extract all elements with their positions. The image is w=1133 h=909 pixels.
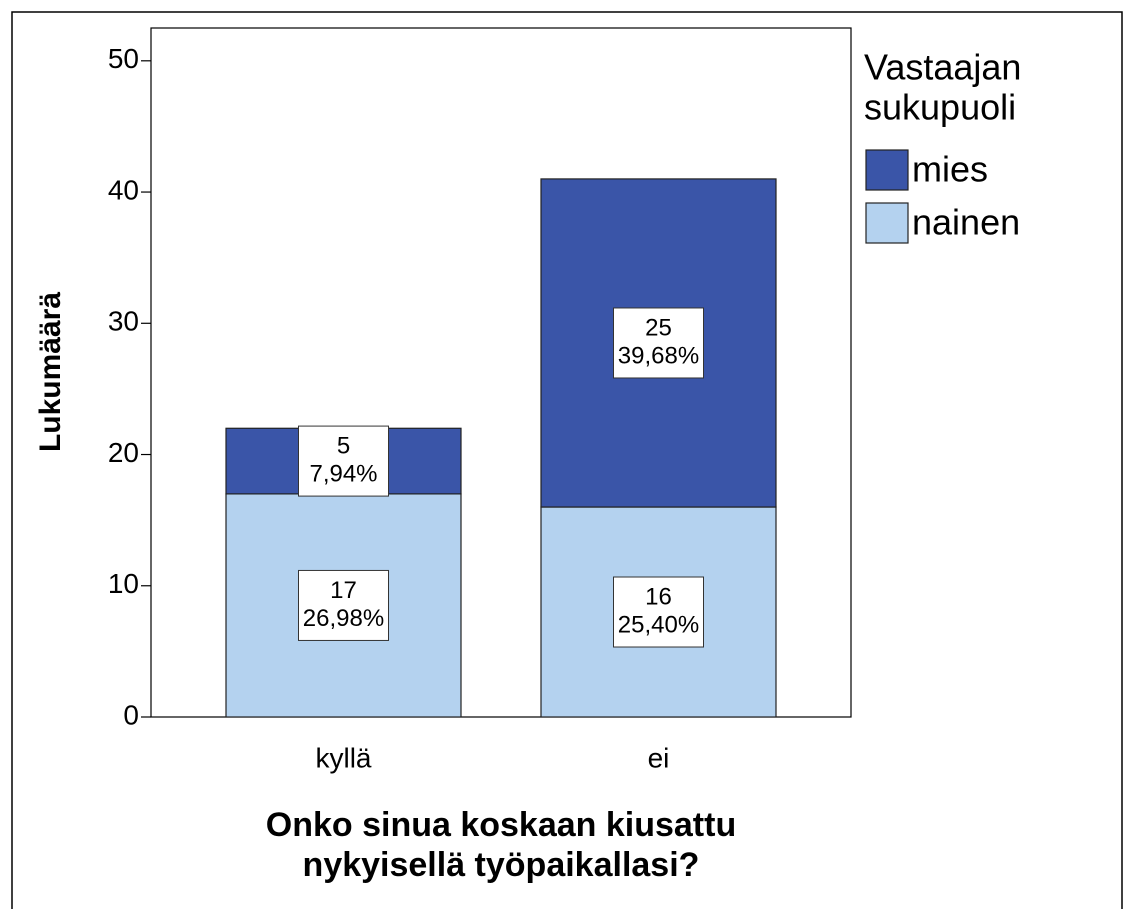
y-tick-label: 50 (108, 43, 139, 74)
y-axis-label: Lukumäärä (34, 292, 67, 452)
legend-swatch (865, 202, 909, 244)
y-tick-label: 30 (108, 306, 139, 337)
data-label: 39,68% (618, 342, 699, 369)
y-tick-label: 10 (108, 568, 139, 599)
legend-title: sukupuoli (864, 87, 1016, 128)
y-tick-label: 40 (108, 174, 139, 205)
legend-swatch (865, 149, 909, 191)
data-label-box (298, 569, 389, 641)
data-label: 16 (645, 583, 672, 610)
data-label-box (613, 576, 704, 648)
y-tick-label: 20 (108, 437, 139, 468)
data-label: 25,40% (618, 611, 699, 638)
y-tick-label: 0 (123, 699, 139, 730)
data-label: 26,98% (303, 605, 384, 632)
legend-label: mies (912, 149, 988, 190)
data-label: 7,94% (309, 460, 377, 487)
legend-label: nainen (912, 202, 1020, 243)
x-tick-label: ei (648, 742, 670, 773)
data-label: 17 (330, 577, 357, 604)
x-tick-label: kyllä (315, 742, 371, 773)
data-label: 5 (337, 432, 350, 459)
data-label: 25 (645, 314, 672, 341)
x-axis-label: nykyisellä työpaikallasi? (303, 846, 700, 884)
x-axis-label: Onko sinua koskaan kiusattu (266, 806, 736, 844)
data-label-box (613, 307, 704, 379)
data-label-box (298, 425, 389, 497)
legend-title: Vastaajan (864, 47, 1021, 88)
